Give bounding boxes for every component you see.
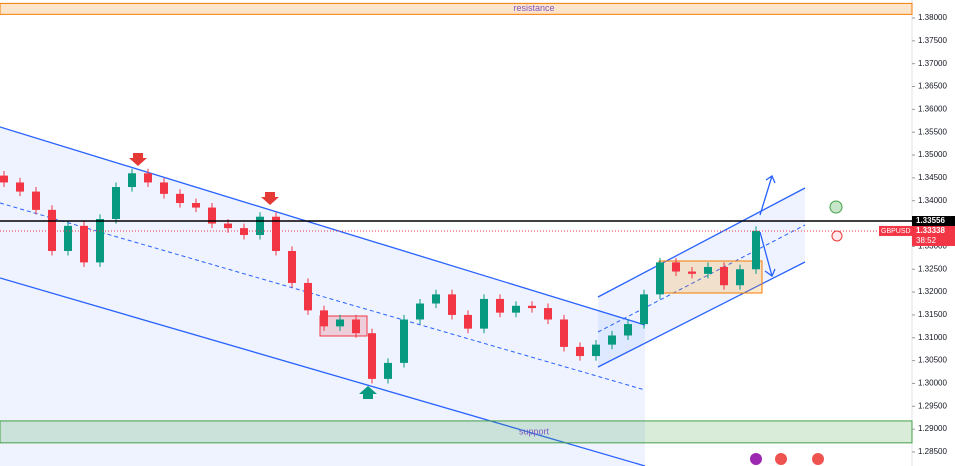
candle-body	[528, 305, 536, 309]
y-tick-label: 1.30000	[918, 379, 947, 388]
candle-body	[80, 225, 88, 263]
y-tick-label: 1.34000	[918, 196, 947, 205]
event-icon	[775, 453, 787, 465]
y-tick-label: 1.37500	[918, 36, 947, 45]
arrow-up	[359, 386, 377, 399]
y-tick-label: 1.36500	[918, 82, 947, 91]
y-tick-label: 1.30500	[918, 356, 947, 365]
projection-arrow	[759, 175, 776, 216]
symbol-label: GBPUSD	[881, 228, 911, 235]
signal-circle	[831, 230, 843, 242]
candle-body	[624, 324, 632, 336]
candle-body	[608, 335, 616, 345]
zone	[0, 420, 913, 444]
candle-body	[128, 173, 136, 188]
price-label: 1.33338	[916, 226, 945, 235]
y-tick-label: 1.38000	[918, 13, 947, 22]
channel-line	[0, 277, 646, 466]
arrow-down	[261, 192, 279, 205]
candle-body	[224, 223, 232, 229]
candle-body	[464, 314, 472, 329]
candle-body	[688, 271, 696, 274]
channel-line	[597, 187, 806, 298]
symbol-tag	[879, 225, 912, 236]
zone-label: resistance	[513, 3, 554, 13]
y-tick-label: 1.29500	[918, 401, 947, 410]
price-label: 1.33556	[916, 216, 945, 225]
candle-body	[144, 173, 152, 183]
zone-label: support	[519, 426, 550, 436]
y-tick-label: 1.31500	[918, 310, 947, 319]
candle-body	[384, 362, 392, 379]
channel-fill	[0, 127, 645, 466]
candle-body	[432, 294, 440, 304]
y-tick-label: 1.35500	[918, 127, 947, 136]
y-tick-label: 1.31000	[918, 333, 947, 342]
candle-body	[640, 294, 648, 325]
y-tick-label: 1.34500	[918, 173, 947, 182]
candle-body	[544, 308, 552, 320]
drawings	[0, 126, 843, 466]
zone	[0, 2, 913, 15]
arrow-down	[129, 153, 147, 166]
candle-body	[480, 298, 488, 329]
y-tick-label: 1.32500	[918, 264, 947, 273]
y-tick-label: 1.33000	[918, 242, 947, 251]
countdown: 38:52	[916, 236, 937, 245]
y-tick-label: 1.36000	[918, 104, 947, 113]
event-icon	[750, 453, 762, 465]
candle-body	[160, 182, 168, 194]
candle-body	[32, 191, 40, 210]
candle-body	[240, 228, 248, 235]
candle-body	[256, 216, 264, 235]
candle-body	[400, 319, 408, 363]
candle-body	[592, 344, 600, 357]
y-tick-label: 1.29000	[918, 424, 947, 433]
candle-body	[64, 225, 72, 251]
candle-body	[176, 193, 184, 204]
candle-body	[16, 182, 24, 192]
candle-body	[560, 319, 568, 347]
candle-body	[736, 269, 744, 286]
candle-body	[672, 262, 680, 272]
candle-body	[336, 319, 344, 327]
event-icon	[812, 453, 824, 465]
candle-body	[720, 266, 728, 286]
candle-body	[752, 230, 760, 270]
y-tick-label: 1.37000	[918, 59, 947, 68]
candle-body	[352, 319, 360, 334]
candle-body	[0, 175, 8, 183]
price-tag	[912, 216, 955, 227]
candle-body	[512, 305, 520, 313]
candle-body	[208, 207, 216, 224]
candle-body	[576, 346, 584, 357]
projection-arrow	[759, 231, 776, 277]
signal-circle	[829, 200, 843, 214]
candle-body	[368, 333, 376, 379]
candle-body	[304, 282, 312, 311]
y-tick-label: 1.32000	[918, 287, 947, 296]
price-tag	[912, 225, 955, 246]
candle-body	[448, 294, 456, 315]
candle-body	[704, 266, 712, 274]
channel-line	[0, 126, 646, 326]
channel-line	[597, 261, 806, 368]
y-tick-label: 1.35000	[918, 150, 947, 159]
channel-mid	[597, 224, 806, 333]
candle-body	[496, 298, 504, 313]
candle-body	[272, 216, 280, 251]
candle-body	[656, 262, 664, 295]
candle-body	[96, 218, 104, 263]
candle-body	[320, 310, 328, 327]
candle-body	[112, 187, 120, 219]
candle-body	[48, 209, 56, 251]
candle-body	[416, 303, 424, 320]
y-tick-label: 1.28500	[918, 447, 947, 456]
candle-body	[192, 203, 200, 208]
candle-body	[288, 250, 296, 283]
